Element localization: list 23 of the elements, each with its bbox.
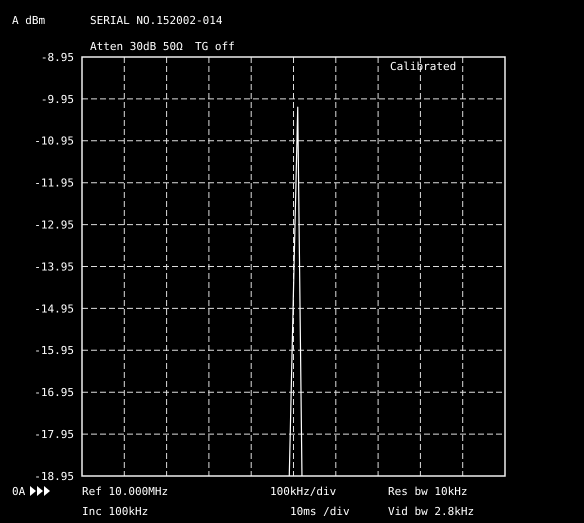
- text: 0A: [12, 485, 26, 498]
- y-tick-label: -8.95: [40, 50, 74, 64]
- y-tick-label: -12.95: [34, 218, 74, 232]
- text: Ref 10.000MHz: [82, 485, 168, 498]
- y-tick-label: -14.95: [34, 302, 74, 316]
- y-axis-title: A dBm: [12, 14, 46, 27]
- y-tick-label: -13.95: [34, 260, 74, 274]
- text: Atten 30dB 50Ω: [90, 40, 184, 53]
- y-tick-label: -9.95: [40, 92, 74, 106]
- text: 10ms /div: [290, 505, 350, 518]
- y-tick-label: -11.95: [34, 176, 74, 190]
- text: Res bw 10kHz: [388, 485, 468, 498]
- annotation: Calibrated: [390, 60, 456, 73]
- text: Inc 100kHz: [82, 505, 148, 518]
- y-tick-label: -18.95: [34, 470, 74, 483]
- y-tick-label: -15.95: [34, 344, 74, 358]
- y-tick-label: -10.95: [34, 134, 74, 148]
- text: SERIAL NO.152002-014: [90, 14, 223, 27]
- text: Vid bw 2.8kHz: [388, 505, 474, 518]
- text: 100kHz/div: [270, 485, 337, 498]
- y-tick-label: -16.95: [34, 386, 74, 400]
- text: TG off: [195, 40, 235, 53]
- y-tick-label: -17.95: [34, 428, 74, 441]
